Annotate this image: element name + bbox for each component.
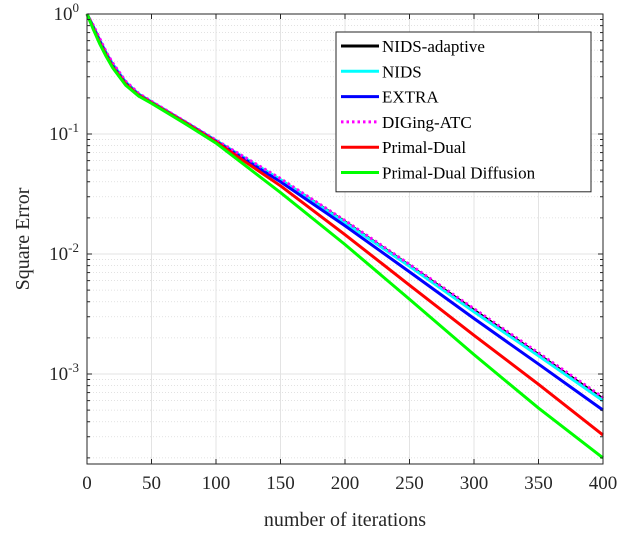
- x-tick-label: 100: [202, 473, 231, 494]
- legend-label: NIDS: [382, 62, 422, 81]
- y-axis-title: Square Error: [12, 187, 34, 290]
- legend-label: Primal-Dual: [382, 138, 466, 157]
- legend: NIDS-adaptive NIDS EXTRA DIGing-ATC Primal-D…: [335, 31, 592, 193]
- x-tick-label: 0: [82, 473, 92, 494]
- legend-label: DIGing-ATC: [382, 113, 472, 132]
- x-tick-label: 300: [460, 473, 489, 494]
- y-tick-label: 10-3: [49, 360, 79, 385]
- series-lines: [85, 13, 604, 460]
- y-tick-label: 10-1: [49, 120, 79, 145]
- x-tick-label: 200: [331, 473, 360, 494]
- y-tick-label: 100: [54, 0, 80, 25]
- x-axis-title: number of iterations: [264, 509, 426, 531]
- tick-labels: 0 50 100 150 200 250 300 350 400 100 10-1 10-2 10-3: [49, 0, 617, 494]
- legend-label: EXTRA: [382, 88, 439, 107]
- series-line-primal-dual-diffusion: [85, 13, 604, 460]
- legend-box: [335, 31, 592, 193]
- legend-label: NIDS-adaptive: [382, 37, 485, 56]
- y-tick-label: 10-2: [49, 240, 79, 265]
- x-tick-label: 150: [266, 473, 295, 494]
- legend-label: Primal-Dual Diffusion: [382, 164, 536, 183]
- x-tick-label: 350: [524, 473, 553, 494]
- series-line-diging-atc: [85, 13, 604, 399]
- axes: [86, 13, 604, 465]
- x-tick-label: 250: [395, 473, 424, 494]
- x-tick-label: 50: [142, 473, 161, 494]
- x-tick-label: 400: [589, 473, 618, 494]
